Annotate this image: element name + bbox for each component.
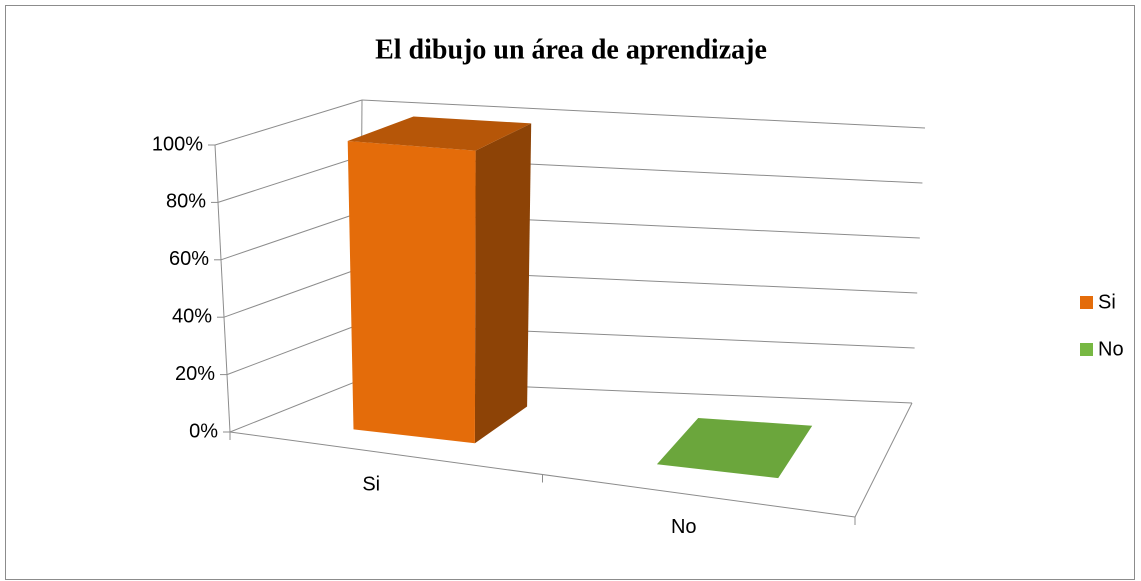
- chart-title: El dibujo un área de aprendizaje: [375, 34, 767, 65]
- floor-edge: [854, 402, 913, 518]
- bar-top: [347, 116, 532, 151]
- grid-line: [220, 211, 362, 261]
- bar-top: [656, 418, 813, 479]
- legend-swatch: [1080, 343, 1093, 356]
- grid-line: [214, 99, 363, 146]
- bar-side: [474, 123, 532, 444]
- x-tick-label: Si: [362, 474, 380, 496]
- chart-border: [5, 5, 1135, 580]
- y-tick-label: 100%: [152, 133, 203, 155]
- legend-swatch: [1080, 296, 1093, 309]
- y-tick-label: 80%: [166, 191, 206, 213]
- y-tick-label: 0%: [189, 420, 218, 442]
- grid-line: [226, 323, 361, 376]
- grid-line: [361, 99, 926, 129]
- legend-label: No: [1098, 338, 1124, 360]
- x-tick-label: No: [671, 516, 697, 538]
- grid-line: [223, 267, 361, 318]
- axis-line: [214, 144, 231, 433]
- grid-line: [217, 155, 362, 203]
- y-tick-label: 60%: [169, 248, 209, 270]
- y-tick-label: 40%: [172, 305, 212, 327]
- grid-line: [229, 379, 361, 433]
- bar-front: [347, 141, 476, 444]
- legend-label: Si: [1098, 291, 1116, 313]
- y-tick-label: 20%: [175, 363, 215, 385]
